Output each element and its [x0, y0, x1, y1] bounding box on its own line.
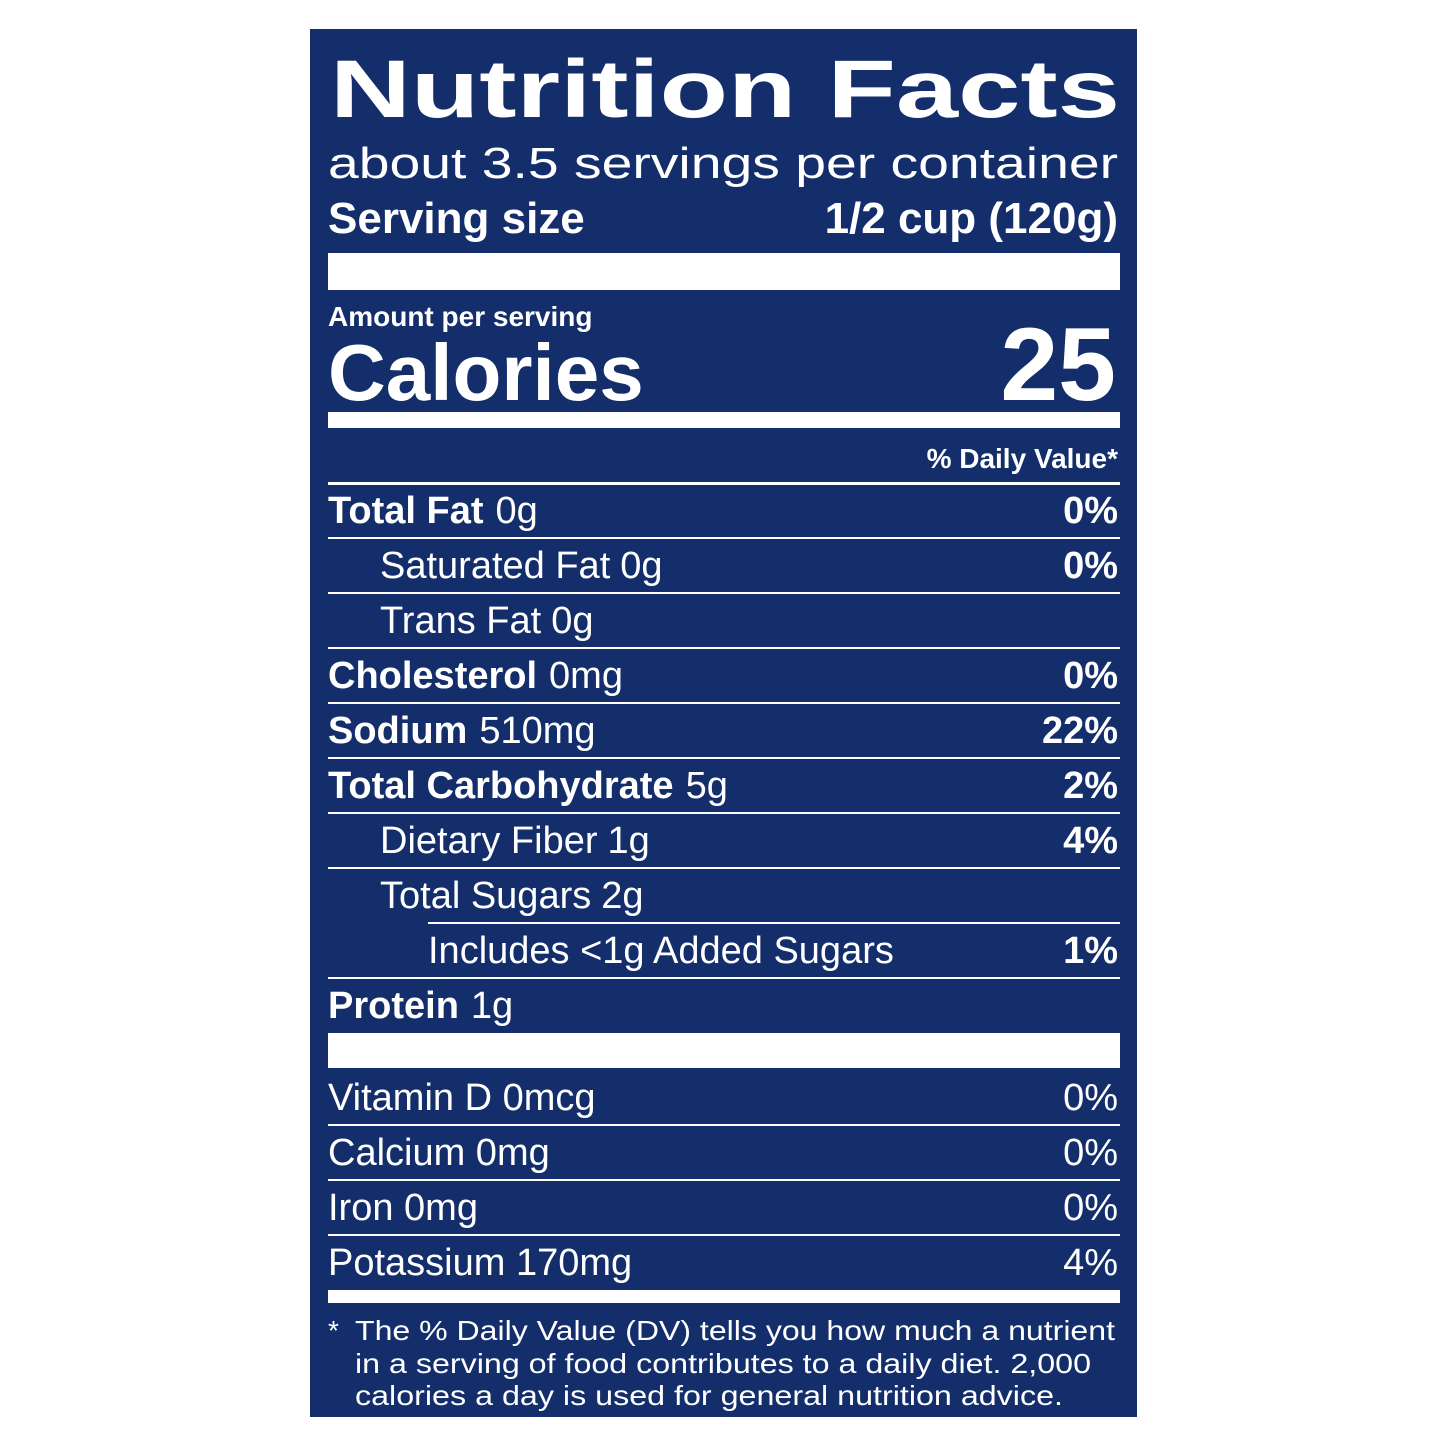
nutrient: Total Sugars 2g: [380, 875, 644, 917]
divider: [328, 1290, 1120, 1303]
nutrient-name: Includes <1g Added Sugars: [428, 930, 894, 972]
vitamin-name: Vitamin D 0mcg: [328, 1077, 596, 1119]
footnote-line: The % Daily Value (DV) tells you how muc…: [355, 1315, 1115, 1346]
vitamin-dv: 0%: [1063, 1077, 1118, 1119]
vitamin-dv: 0%: [1063, 1187, 1118, 1229]
nutrient: Protein 1g: [328, 985, 513, 1027]
rule: [328, 1234, 1120, 1236]
nutrient-name: Trans Fat: [380, 600, 542, 642]
nutrient-dv: 22%: [1042, 710, 1118, 752]
rule: [328, 1179, 1120, 1181]
nutrient-amount: 2g: [601, 875, 643, 917]
nutrient-amount: 0mg: [549, 655, 623, 697]
nutrient: Total Fat 0g: [328, 490, 538, 532]
divider: [328, 253, 1120, 290]
nutrient-amount: 5g: [686, 765, 728, 807]
rule: [328, 812, 1120, 814]
nutrient: Total Carbohydrate 5g: [328, 765, 728, 807]
footnote: * The % Daily Value (DV) tells you how m…: [328, 1315, 1115, 1411]
rule: [328, 537, 1120, 539]
nutrient: Sodium 510mg: [328, 710, 596, 752]
calories-label: Calories: [328, 328, 644, 417]
rule: [428, 922, 1120, 924]
nutrient-name: Dietary Fiber: [380, 820, 598, 862]
servings: about 3.5 servings per container: [328, 139, 1118, 188]
nutrient-amount: 1g: [471, 985, 513, 1027]
daily-value-header: % Daily Value*: [927, 443, 1119, 474]
nutrient-dv: 4%: [1063, 820, 1118, 862]
footnote-line: calories a day is used for general nutri…: [355, 1380, 1063, 1411]
nutrient-amount: 0g: [496, 490, 538, 532]
nutrient-name: Total Sugars: [380, 875, 591, 917]
rule: [328, 1124, 1120, 1126]
nutrient-dv: 0%: [1063, 545, 1118, 587]
rule: [328, 647, 1120, 649]
nutrient-name: Total Carbohydrate: [328, 765, 674, 807]
rule: [328, 977, 1120, 979]
footnote-marker: *: [328, 1315, 339, 1346]
nutrient: Saturated Fat 0g: [380, 545, 663, 587]
amount-per-serving: Amount per serving: [328, 301, 592, 332]
nutrient-amount: 510mg: [479, 710, 595, 752]
nutrient: Trans Fat 0g: [380, 600, 593, 642]
divider: [328, 1033, 1120, 1068]
serving-size-label: Serving size: [328, 194, 585, 243]
vitamin-rows: Vitamin D 0mcg 0% Calcium 0mg 0% Iron 0m…: [328, 1077, 1120, 1284]
nutrient-name: Protein: [328, 985, 459, 1027]
serving-size-value: 1/2 cup (120g): [825, 194, 1118, 243]
nutrient-amount: 0g: [551, 600, 593, 642]
nutrient-dv: 0%: [1063, 490, 1118, 532]
rule: [328, 867, 1120, 869]
nutrient-amount: 0g: [620, 545, 662, 587]
vitamin-dv: 0%: [1063, 1132, 1118, 1174]
nutrient-dv: 1%: [1063, 930, 1118, 972]
vitamin-dv: 4%: [1063, 1242, 1118, 1284]
footnote-line: in a serving of food contributes to a da…: [355, 1348, 1091, 1379]
nutrient-name: Sodium: [328, 710, 467, 752]
vitamin-name: Potassium 170mg: [328, 1242, 632, 1284]
divider: [328, 412, 1120, 428]
calories-value: 25: [1000, 307, 1116, 423]
vitamin-name: Iron 0mg: [328, 1187, 478, 1229]
nutrient-name: Saturated Fat: [380, 545, 611, 587]
vitamin-name: Calcium 0mg: [328, 1132, 550, 1174]
nutrient-dv: 0%: [1063, 655, 1118, 697]
nutrient-amount: 1g: [608, 820, 650, 862]
divider: [328, 482, 1120, 485]
nutrient-rows: Total Fat 0g 0% Saturated Fat 0g 0% Trans …: [328, 490, 1120, 1027]
nutrient: Dietary Fiber 1g: [380, 820, 650, 862]
title: Nutrition Facts: [330, 44, 1120, 135]
nutrient-name: Cholesterol: [328, 655, 537, 697]
rule: [328, 702, 1120, 704]
nutrient-dv: 2%: [1063, 765, 1118, 807]
rule: [328, 757, 1120, 759]
rule: [328, 592, 1120, 594]
nutrient: Cholesterol 0mg: [328, 655, 623, 697]
nutrient-name: Total Fat: [328, 490, 484, 532]
